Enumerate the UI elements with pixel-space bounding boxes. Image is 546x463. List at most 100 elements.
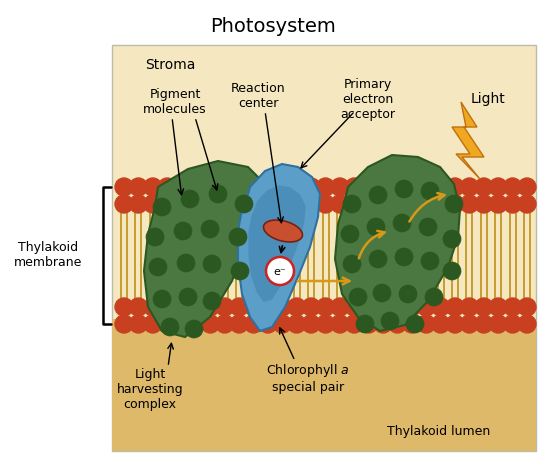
Circle shape [503,179,521,197]
Circle shape [153,199,171,217]
Text: Photosystem: Photosystem [210,17,336,36]
Circle shape [288,179,306,197]
Bar [112,319,536,451]
Circle shape [288,298,306,316]
Circle shape [187,179,205,197]
Circle shape [245,179,263,197]
Circle shape [406,315,424,333]
Circle shape [417,298,435,316]
Circle shape [432,298,450,316]
Circle shape [367,219,385,237]
Circle shape [388,298,406,316]
Circle shape [374,298,392,316]
Polygon shape [144,162,262,337]
Polygon shape [452,103,484,180]
Circle shape [460,179,478,197]
Circle shape [518,315,536,333]
Circle shape [446,315,464,333]
Circle shape [201,195,219,213]
Circle shape [460,195,478,213]
Circle shape [245,298,263,316]
Circle shape [349,288,367,307]
Text: Thylakoid lumen: Thylakoid lumen [387,425,490,438]
Circle shape [230,179,248,197]
Circle shape [395,249,413,266]
Circle shape [187,315,205,333]
Circle shape [158,315,176,333]
Bar [112,46,536,451]
Circle shape [331,179,349,197]
Circle shape [503,315,521,333]
Circle shape [489,179,507,197]
Circle shape [421,252,439,270]
Circle shape [369,250,387,269]
Circle shape [144,179,162,197]
Circle shape [187,298,205,316]
Circle shape [173,298,191,316]
Text: Pigment
molecules: Pigment molecules [143,88,207,116]
Circle shape [345,195,363,213]
Circle shape [259,298,277,316]
Circle shape [518,195,536,213]
Circle shape [158,298,176,316]
Circle shape [388,179,406,197]
Circle shape [317,179,335,197]
Circle shape [181,191,199,208]
Circle shape [179,288,197,307]
Circle shape [388,195,406,213]
Circle shape [360,195,378,213]
Circle shape [343,195,361,213]
Circle shape [317,195,335,213]
Circle shape [201,298,219,316]
Circle shape [115,298,133,316]
Circle shape [144,315,162,333]
Circle shape [144,195,162,213]
Circle shape [177,255,195,272]
Circle shape [144,298,162,316]
Circle shape [174,223,192,240]
Circle shape [345,179,363,197]
Circle shape [288,195,306,213]
Circle shape [259,195,277,213]
Circle shape [129,195,147,213]
Circle shape [187,195,205,213]
Circle shape [216,179,234,197]
Circle shape [201,315,219,333]
Circle shape [115,315,133,333]
Circle shape [302,315,320,333]
Circle shape [345,315,363,333]
Circle shape [288,315,306,333]
Circle shape [403,195,421,213]
Circle shape [115,179,133,197]
Circle shape [201,179,219,197]
Circle shape [331,195,349,213]
Circle shape [115,195,133,213]
Circle shape [259,179,277,197]
Circle shape [146,229,164,246]
Text: Thylakoid
membrane: Thylakoid membrane [14,240,82,269]
Circle shape [446,179,464,197]
Circle shape [185,320,203,338]
Circle shape [443,263,461,281]
Circle shape [460,315,478,333]
Circle shape [216,298,234,316]
Circle shape [419,219,437,237]
Circle shape [129,298,147,316]
Circle shape [388,315,406,333]
Circle shape [302,195,320,213]
Circle shape [230,298,248,316]
Circle shape [203,292,221,310]
Circle shape [302,179,320,197]
Circle shape [399,285,417,303]
Circle shape [421,182,439,200]
Circle shape [158,179,176,197]
Circle shape [360,315,378,333]
Circle shape [417,195,435,213]
Circle shape [129,179,147,197]
Circle shape [503,195,521,213]
Circle shape [161,319,179,336]
Circle shape [274,298,292,316]
Circle shape [446,195,464,213]
Circle shape [393,214,411,232]
Text: Primary
electron
acceptor: Primary electron acceptor [341,78,395,121]
